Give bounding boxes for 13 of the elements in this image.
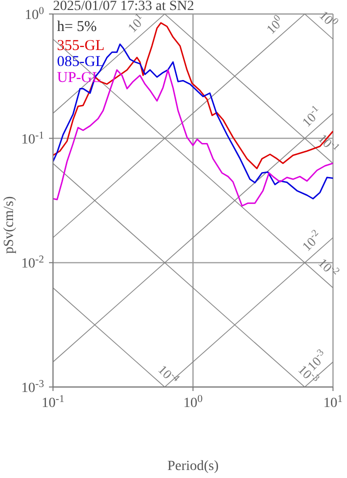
- y-tick-label: 10$^{-3}$: [21, 378, 44, 396]
- x-tick-label: 10$^{1}$: [323, 394, 343, 411]
- annotation: h= 5%: [57, 19, 97, 36]
- x-tick-label: 10$^{-1}$: [42, 394, 64, 411]
- x-axis-title: Period(s): [166, 459, 220, 475]
- x-tick-label: 10$^{0}$: [183, 394, 203, 411]
- y-tick-label: 10$^{-1}$: [21, 130, 44, 148]
- series-label: 085-GL: [57, 54, 106, 70]
- y-tick-label: 10$^{-2}$: [21, 254, 44, 272]
- series-label: 355-GL: [57, 38, 106, 54]
- chart-title: 2025/01/07 17:33 at SN2: [53, 0, 194, 14]
- y-axis-title: pSv(cm/s): [2, 196, 18, 254]
- y-tick-label: 10$^{0}$: [24, 6, 44, 23]
